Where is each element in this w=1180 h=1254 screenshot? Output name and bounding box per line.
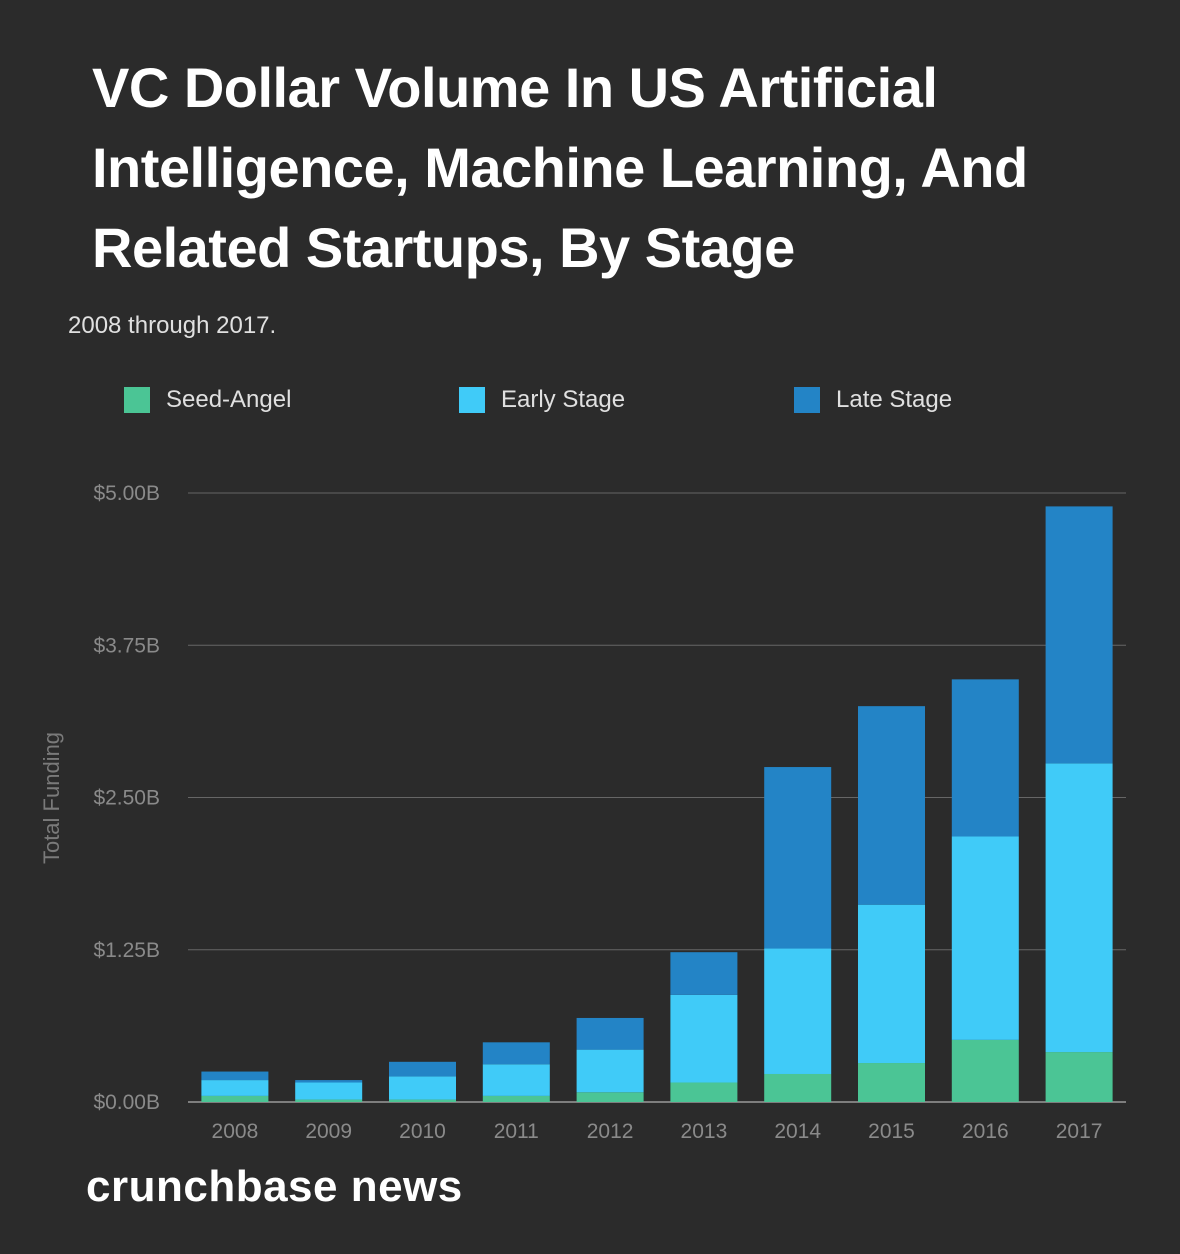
bar-segment-late-stage xyxy=(670,952,738,995)
bar-segment-seed-angel xyxy=(201,1095,269,1102)
chart-subtitle: 2008 through 2017. xyxy=(68,312,277,339)
legend-label-late-stage: Late Stage xyxy=(836,386,953,413)
bar-segment-late-stage xyxy=(1045,506,1113,764)
legend-label-early-stage: Early Stage xyxy=(501,386,626,413)
legend-item-late-stage: Late Stage xyxy=(794,386,952,414)
y-tick-label: $0.00B xyxy=(93,1091,160,1114)
bar-segment-early-stage xyxy=(951,836,1019,1040)
x-tick-label: 2014 xyxy=(774,1120,821,1143)
bar-segment-late-stage xyxy=(576,1017,644,1050)
bar-segment-early-stage xyxy=(670,994,738,1083)
y-axis-title: Total Funding xyxy=(39,732,64,864)
bar-segment-seed-angel xyxy=(858,1063,925,1102)
x-tick-label: 2013 xyxy=(681,1120,728,1143)
y-tick-label: $2.50B xyxy=(93,787,160,810)
stacked-bar-chart: $0.00B $1.25B $2.50B $3.75B $5.00B Total Fund… xyxy=(39,482,1126,1143)
legend-swatch-late-stage xyxy=(794,387,820,413)
bar-segment-seed-angel xyxy=(295,1099,363,1102)
bar-segment-early-stage xyxy=(389,1076,456,1100)
bar-segment-seed-angel xyxy=(389,1099,456,1102)
x-tick-label: 2009 xyxy=(305,1120,352,1143)
x-tick-label: 2016 xyxy=(962,1120,1009,1143)
x-tick-label: 2008 xyxy=(212,1120,259,1143)
bar-segment-late-stage xyxy=(482,1042,550,1065)
bar-segment-late-stage xyxy=(858,706,925,905)
bar-segment-early-stage xyxy=(764,948,832,1074)
chart-title: VC Dollar Volume In US Artificial Intell… xyxy=(92,56,1028,279)
bar-segment-late-stage xyxy=(764,767,832,949)
legend-swatch-seed-angel xyxy=(124,387,150,413)
legend-swatch-early-stage xyxy=(459,387,485,413)
y-tick-label: $3.75B xyxy=(93,634,160,657)
bar-segment-late-stage xyxy=(295,1080,363,1083)
x-tick-label: 2017 xyxy=(1056,1120,1103,1143)
x-tick-label: 2012 xyxy=(587,1120,634,1143)
legend-item-early-stage: Early Stage xyxy=(459,386,625,414)
bar-segment-seed-angel xyxy=(951,1039,1019,1102)
bar-segment-seed-angel xyxy=(670,1082,738,1102)
bar-segment-early-stage xyxy=(576,1049,644,1093)
legend-label-seed-angel: Seed-Angel xyxy=(166,386,292,413)
y-tick-label: $5.00B xyxy=(93,482,160,505)
bar-segment-early-stage xyxy=(1045,763,1113,1053)
bar-segment-seed-angel xyxy=(576,1092,644,1102)
bar-segment-early-stage xyxy=(482,1064,550,1096)
crunchbase-news-logo: crunchbase news xyxy=(86,1162,463,1211)
bar-segment-late-stage xyxy=(201,1071,269,1081)
bar-segment-early-stage xyxy=(858,904,925,1064)
bar-segment-late-stage xyxy=(951,679,1019,837)
bar-segment-seed-angel xyxy=(1045,1052,1113,1102)
bar-segment-late-stage xyxy=(389,1061,456,1077)
x-tick-label: 2010 xyxy=(399,1120,446,1143)
bar-segment-seed-angel xyxy=(764,1073,832,1102)
x-tick-label: 2011 xyxy=(494,1120,539,1143)
bar-segment-early-stage xyxy=(201,1080,269,1096)
x-tick-label: 2015 xyxy=(868,1120,915,1143)
bar-segment-early-stage xyxy=(295,1082,363,1100)
bar-segment-seed-angel xyxy=(482,1095,550,1102)
legend-item-seed-angel: Seed-Angel xyxy=(124,386,291,414)
y-tick-label: $1.25B xyxy=(93,939,160,962)
